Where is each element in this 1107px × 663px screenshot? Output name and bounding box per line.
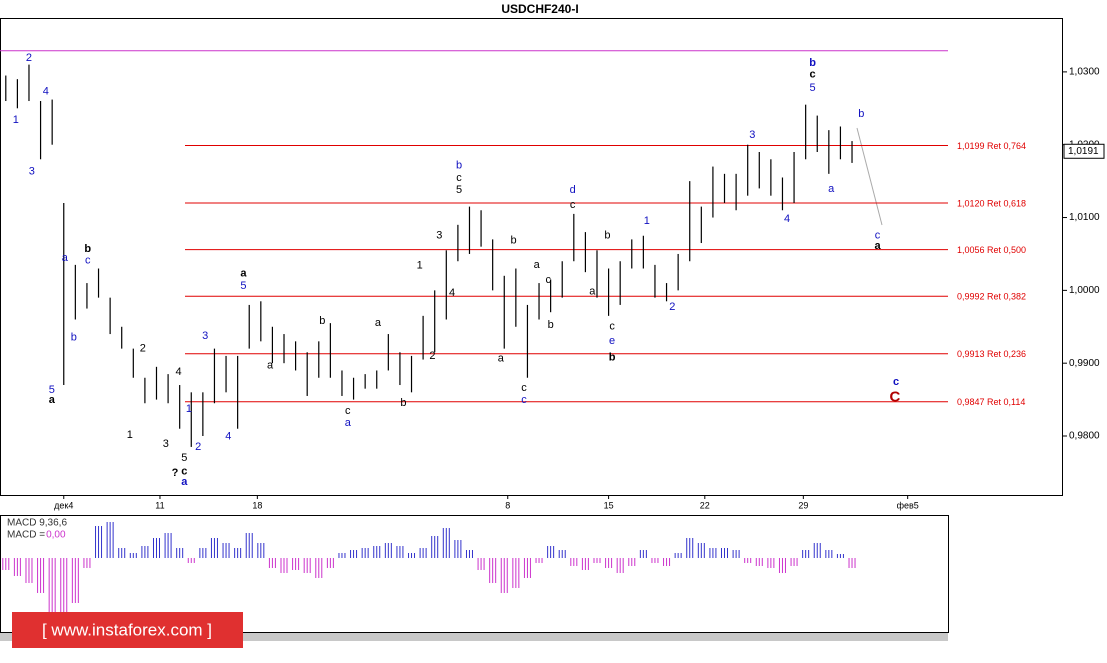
wave-label: a bbox=[375, 317, 382, 329]
wave-label: 5 bbox=[810, 82, 816, 94]
x-tick-label: 29 bbox=[798, 500, 808, 510]
wave-label: 5 bbox=[181, 452, 187, 464]
chart-title: USDCHF240-I bbox=[501, 2, 578, 16]
wave-label: b bbox=[319, 315, 325, 327]
wave-label: b bbox=[809, 57, 816, 69]
wave-label: 4 bbox=[225, 431, 231, 443]
wave-label: 1 bbox=[644, 215, 650, 227]
price-frame bbox=[0, 18, 1063, 496]
wave-label: a bbox=[181, 476, 188, 488]
wave-label: 5 bbox=[456, 184, 462, 196]
wave-label: b bbox=[400, 397, 406, 409]
x-tick-label: 22 bbox=[700, 500, 710, 510]
x-tick-label: дек4 bbox=[54, 500, 73, 510]
wave-label: 1 bbox=[13, 114, 19, 126]
wave-label: c bbox=[181, 466, 187, 478]
wave-label: a bbox=[589, 286, 596, 298]
projection-line bbox=[856, 127, 883, 226]
wave-label: a bbox=[498, 353, 505, 365]
wave-label: c bbox=[893, 376, 899, 388]
macd-frame bbox=[0, 515, 949, 633]
wave-label: c bbox=[546, 274, 552, 286]
retracement-label: 1,0056 Ret 0,500 bbox=[957, 245, 1026, 255]
wave-label: 1 bbox=[127, 429, 133, 441]
y-tick-label: 1,0300 bbox=[1069, 67, 1100, 78]
x-tick-label: 11 bbox=[155, 500, 164, 510]
wave-label: 5 bbox=[49, 384, 55, 396]
wave-label: 2 bbox=[429, 350, 435, 362]
wave-label: 4 bbox=[449, 287, 455, 299]
wave-label: 3 bbox=[29, 166, 35, 178]
wave-label: 2 bbox=[140, 343, 146, 355]
retracement-label: 0,9992 Ret 0,382 bbox=[957, 292, 1026, 302]
wave-label: 1 bbox=[417, 260, 423, 272]
wave-label: c bbox=[609, 321, 615, 333]
wave-label: a bbox=[345, 417, 352, 429]
wave-label: 4 bbox=[43, 85, 49, 97]
wave-label: 3 bbox=[436, 230, 442, 242]
wave-label: 1 bbox=[186, 403, 192, 415]
wave-label: c bbox=[521, 382, 527, 394]
wave-label: b bbox=[510, 235, 516, 247]
y-tick-label: 1,0000 bbox=[1069, 285, 1100, 296]
wave-label: a bbox=[534, 259, 541, 271]
wave-label: 3 bbox=[749, 129, 755, 141]
retracement-label: 0,9847 Ret 0,114 bbox=[957, 397, 1025, 407]
wave-label: 5 bbox=[240, 280, 246, 292]
wave-label: 3 bbox=[202, 330, 208, 342]
watermark-box bbox=[12, 612, 243, 648]
macd-value: 0,00 bbox=[46, 530, 66, 541]
last-price-label: 1,0191 bbox=[1068, 146, 1099, 157]
last-price-box bbox=[1063, 143, 1105, 159]
wave-label: b bbox=[604, 230, 610, 242]
retracement-label: 0,9913 Ret 0,236 bbox=[957, 349, 1026, 359]
wave-label: a bbox=[240, 268, 247, 280]
wave-label: b bbox=[858, 108, 864, 120]
wave-label: b bbox=[84, 243, 91, 255]
wave-label: c bbox=[345, 405, 351, 417]
wave-label: b bbox=[71, 332, 77, 344]
wave-label: a bbox=[62, 252, 69, 264]
wave-label: 4 bbox=[784, 213, 790, 225]
wave-label: c bbox=[810, 69, 816, 81]
wave-label: c bbox=[570, 199, 576, 211]
y-tick-label: 0,9800 bbox=[1069, 431, 1100, 442]
macd-name: MACD 9,36,6 bbox=[7, 518, 67, 529]
wave-label: a bbox=[267, 359, 274, 371]
wave-label: 2 bbox=[669, 301, 675, 313]
wave-label: b bbox=[456, 160, 462, 172]
wave-label: b bbox=[609, 351, 616, 363]
wave-label: e bbox=[609, 335, 615, 347]
wave-label: a bbox=[49, 394, 56, 406]
x-tick-label: фев5 bbox=[897, 500, 919, 510]
y-tick-label: 0,9900 bbox=[1069, 358, 1100, 369]
wave-label: c bbox=[875, 230, 881, 242]
bottom-band bbox=[0, 633, 948, 641]
macd-value-name: MACD = bbox=[7, 530, 45, 541]
wave-label: 3 bbox=[163, 438, 169, 450]
wave-label: c bbox=[85, 254, 91, 266]
watermark: [ www.instaforex.com ] bbox=[42, 620, 212, 639]
wave-label: 2 bbox=[26, 52, 32, 64]
wave-label: a bbox=[874, 240, 881, 252]
wave-label: b bbox=[548, 319, 554, 331]
wave-label: c bbox=[521, 394, 527, 406]
wave-label: 2 bbox=[195, 441, 201, 453]
x-tick-label: 15 bbox=[604, 500, 614, 510]
wave-label: C bbox=[889, 388, 900, 405]
wave-label: 4 bbox=[175, 366, 181, 378]
wave-label: ? bbox=[172, 467, 179, 479]
x-tick-label: 8 bbox=[505, 500, 510, 510]
retracement-label: 1,0199 Ret 0,764 bbox=[957, 141, 1026, 151]
wave-label: d bbox=[570, 184, 576, 196]
wave-label: a bbox=[828, 183, 835, 195]
y-tick-label: 1,0100 bbox=[1069, 212, 1100, 223]
retracement-label: 1,0120 Ret 0,618 bbox=[957, 198, 1026, 208]
wave-label: c bbox=[456, 172, 462, 184]
x-tick-label: 18 bbox=[252, 500, 262, 510]
